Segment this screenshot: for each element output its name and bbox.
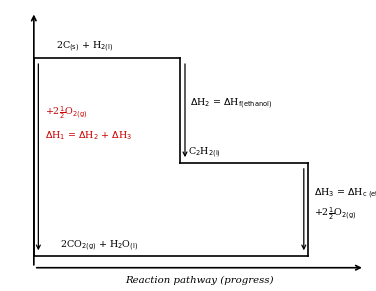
Text: +2$\frac{1}{2}$O$_{\rm 2(g)}$: +2$\frac{1}{2}$O$_{\rm 2(g)}$ xyxy=(45,104,88,120)
Text: 2CO$_{\rm 2(g)}$ + H$_{\rm 2}$O$_{\rm (l)}$: 2CO$_{\rm 2(g)}$ + H$_{\rm 2}$O$_{\rm (l… xyxy=(60,239,138,253)
Text: $\Delta$H$_{\rm 2}$ = $\Delta$H$_{\rm f(ethanol)}$: $\Delta$H$_{\rm 2}$ = $\Delta$H$_{\rm f(… xyxy=(190,96,272,111)
Text: Reaction pathway (progress): Reaction pathway (progress) xyxy=(125,276,274,285)
Text: C$_{\rm 2}$H$_{\rm 2(l)}$: C$_{\rm 2}$H$_{\rm 2(l)}$ xyxy=(188,145,221,160)
Text: 2C$_{\rm (s)}$ + H$_{\rm 2(l)}$: 2C$_{\rm (s)}$ + H$_{\rm 2(l)}$ xyxy=(56,39,114,54)
Text: $\Delta$H$_{\rm 3}$ = $\Delta$H$_{\rm c\ (ethanol)}$: $\Delta$H$_{\rm 3}$ = $\Delta$H$_{\rm c\… xyxy=(314,186,376,201)
Text: $\Delta$H$_{\rm 1}$ = $\Delta$H$_{\rm 2}$ + $\Delta$H$_{\rm 3}$: $\Delta$H$_{\rm 1}$ = $\Delta$H$_{\rm 2}… xyxy=(45,129,132,141)
Text: +2$\frac{1}{2}$O$_{\rm 2(g)}$: +2$\frac{1}{2}$O$_{\rm 2(g)}$ xyxy=(314,205,356,222)
